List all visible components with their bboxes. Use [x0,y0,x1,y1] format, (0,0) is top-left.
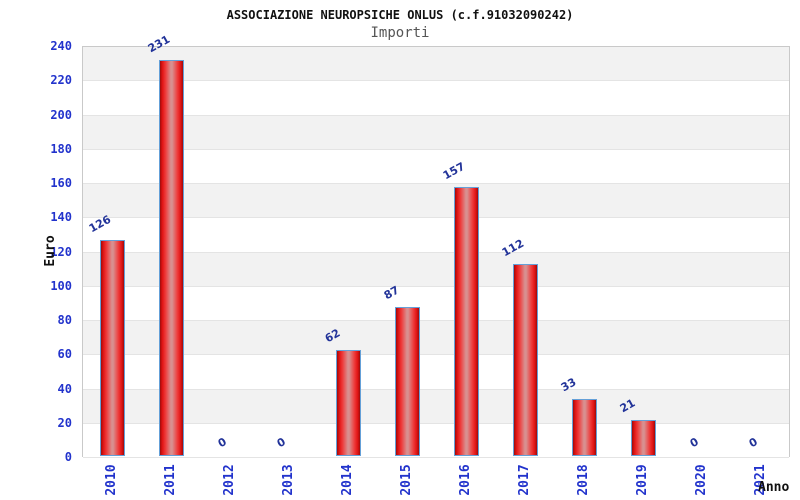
grid-band [83,286,789,321]
y-axis-tick-label: 160 [50,176,72,190]
grid-band [83,81,789,116]
x-axis-title: Anno [758,480,790,495]
x-axis-tick-label: 2016 [458,464,473,496]
x-axis-tick-label: 2020 [694,464,709,496]
x-axis-tick-label: 2018 [576,464,591,496]
y-axis-tick-label: 100 [50,278,72,293]
grid-band [83,423,789,458]
plot-area [82,46,790,458]
y-axis-tick-label: 200 [50,107,72,122]
y-axis-tick-label: 120 [50,244,72,259]
bar [100,240,125,456]
x-axis-tick-label: 2010 [104,464,119,496]
grid-band [83,355,789,390]
x-axis-tick-label: 2012 [222,464,237,496]
grid-band [83,389,789,424]
chart-title: ASSOCIAZIONE NEUROPSICHE ONLUS (c.f.9103… [226,8,574,22]
y-axis-tick-label: 240 [50,39,72,53]
y-axis-tick-label: 80 [57,313,72,327]
grid-band [83,218,789,253]
chart-subtitle: Importi [370,25,430,41]
y-axis-tick-label: 20 [57,415,72,430]
grid-band [83,149,789,184]
x-axis-tick-label: 2013 [281,464,296,496]
grid-band [83,47,789,82]
y-axis-tick-label: 0 [64,450,72,464]
x-axis-tick-label: 2017 [517,464,532,496]
x-axis-tick-label: 2014 [340,464,355,496]
bar [631,420,656,456]
grid-band [83,184,789,219]
x-axis-tick-label: 2019 [635,464,650,496]
y-axis-tick-label: 60 [57,347,72,362]
grid-band [83,115,789,150]
bar [454,187,479,456]
y-axis-tick-label: 180 [50,141,72,156]
bar [395,307,420,456]
grid-band [83,252,789,287]
x-axis-tick-label: 2011 [163,464,178,496]
y-axis-title: Euro [43,235,58,267]
y-axis-tick-label: 220 [50,73,72,88]
bar [572,399,597,456]
bar [159,60,184,456]
bar [336,350,361,456]
x-axis-tick-label: 2015 [399,464,414,496]
grid-band [83,321,789,356]
bar [513,264,538,456]
y-axis-tick-label: 140 [50,210,72,225]
y-axis-tick-label: 40 [57,381,72,396]
